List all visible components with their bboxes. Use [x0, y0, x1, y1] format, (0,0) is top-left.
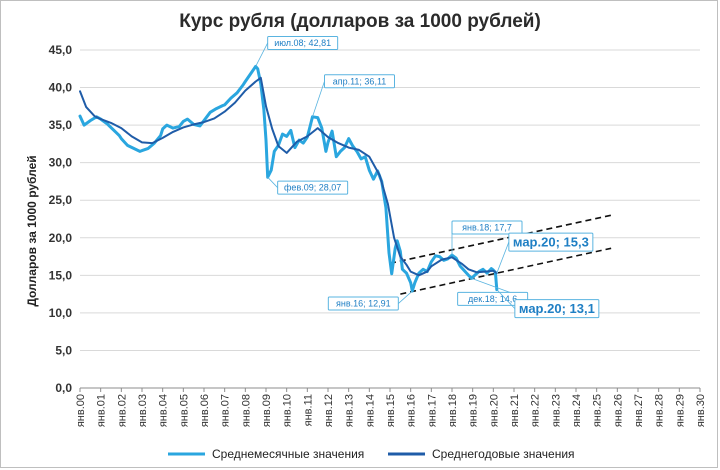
y-axis-ticks: 0,0 5,0 10,0 15,0 20,0 25,0 30,0 35,0 40,0 45,0 — [49, 43, 73, 395]
data-label-leader — [255, 42, 269, 67]
series-line-yearly — [79, 76, 498, 277]
x-tick-label: янв.07 — [220, 394, 232, 427]
x-tick-label: янв.04 — [158, 394, 170, 427]
data-annotations: июл.08; 42,81 апр.11; 36,11 фев.09; 28,07 я… — [255, 35, 600, 319]
x-tick-label: янв.10 — [282, 394, 294, 427]
data-label-box — [324, 74, 395, 89]
data-label: дек.18; 14,6 — [457, 277, 529, 306]
x-tick-label: янв.03 — [137, 394, 149, 427]
data-label-text: мар.20; 13,1 — [519, 301, 595, 316]
y-tick-label: 25,0 — [49, 193, 73, 207]
y-tick-label: 15,0 — [49, 268, 73, 282]
y-tick-label: 5,0 — [55, 343, 72, 357]
data-label-leader — [312, 81, 325, 117]
y-axis-label: Долларов за 1000 рублей — [25, 155, 39, 306]
data-label-text: янв.16; 12,91 — [336, 299, 391, 309]
data-label-box — [267, 35, 339, 50]
data-label-box — [457, 291, 529, 306]
x-tick-label: янв.20 — [488, 394, 500, 427]
chart-title: Курс рубля (долларов за 1000 рублей) — [179, 11, 541, 32]
x-tick-label: янв.22 — [530, 394, 542, 427]
x-tick-label: янв.09 — [261, 394, 273, 427]
x-tick-label: янв.00 — [75, 394, 87, 427]
data-label-text: янв.18; 17,7 — [462, 223, 512, 233]
y-tick-label: 40,0 — [49, 81, 73, 95]
data-label: мар.20; 13,1 — [496, 289, 600, 319]
x-tick-label: янв.19 — [468, 394, 480, 427]
data-label: апр.11; 36,11 — [312, 74, 395, 117]
x-tick-label: янв.16 — [406, 394, 418, 427]
data-label-leader — [398, 290, 413, 304]
x-tick-label: янв.21 — [509, 394, 521, 427]
x-tick-label: янв.24 — [571, 394, 583, 427]
x-tick-label: янв.13 — [344, 394, 356, 427]
y-tick-label: 0,0 — [55, 381, 72, 395]
x-tick-label: янв.01 — [96, 394, 108, 427]
legend-label-yearly: Среднегодовые значения — [432, 447, 575, 461]
x-tick-label: янв.15 — [385, 394, 397, 427]
legend-label-monthly: Среднемесячные значения — [212, 447, 364, 461]
data-label-box — [451, 220, 523, 235]
data-label-leader — [496, 289, 516, 309]
data-label: мар.20; 15,3 — [496, 232, 594, 274]
data-label: фев.09; 28,07 — [267, 176, 349, 195]
x-tick-label: янв.11 — [302, 394, 314, 426]
x-tick-label: янв.17 — [426, 394, 438, 427]
data-label: июл.08; 42,81 — [255, 35, 339, 67]
y-tick-label: 30,0 — [49, 156, 73, 170]
trend-line — [400, 247, 612, 295]
x-tick-label: янв.30 — [695, 394, 707, 427]
x-tick-label: янв.06 — [199, 394, 211, 427]
data-label-leader — [496, 241, 510, 274]
data-label-box — [508, 232, 594, 252]
x-tick-label: янв.18 — [447, 394, 459, 427]
x-tick-label: янв.14 — [364, 394, 376, 427]
data-label-box — [514, 299, 600, 319]
data-label-text: фев.09; 28,07 — [284, 183, 341, 193]
x-tick-label: янв.08 — [240, 394, 252, 427]
x-tick-label: янв.23 — [550, 394, 562, 427]
trend-line — [389, 214, 612, 265]
x-tick-label: янв.28 — [654, 394, 666, 427]
series-line-monthly — [78, 64, 499, 293]
x-tick-label: янв.26 — [612, 394, 624, 427]
y-tick-label: 20,0 — [49, 231, 73, 245]
y-tick-label: 10,0 — [49, 306, 73, 320]
trend-lines — [389, 214, 612, 295]
data-label: янв.16; 12,91 — [327, 290, 413, 311]
x-axis-ticks: янв.00 янв.01 янв.02 янв.03 янв.04 янв.05 янв.… — [75, 388, 707, 427]
data-series — [78, 64, 499, 293]
x-tick-label: янв.29 — [674, 394, 686, 427]
x-tick-label: янв.05 — [178, 394, 190, 427]
x-tick-label: янв.02 — [116, 394, 128, 427]
data-label-text: дек.18; 14,6 — [468, 294, 517, 304]
x-tick-label: янв.25 — [592, 394, 604, 427]
data-label-box — [277, 180, 349, 195]
x-tick-label: янв.12 — [323, 394, 335, 427]
x-tick-label: янв.27 — [633, 394, 645, 427]
data-label-text: апр.11; 36,11 — [333, 76, 387, 86]
data-label-text: июл.08; 42,81 — [274, 38, 331, 48]
legend: Среднемесячные значения Среднегодовые зн… — [168, 447, 575, 461]
data-label: янв.18; 17,7 — [451, 220, 523, 256]
data-label-box — [327, 296, 399, 311]
data-label-leader — [267, 176, 278, 188]
y-tick-label: 45,0 — [49, 43, 73, 57]
data-label-text: мар.20; 15,3 — [513, 235, 589, 250]
y-tick-label: 35,0 — [49, 118, 73, 132]
